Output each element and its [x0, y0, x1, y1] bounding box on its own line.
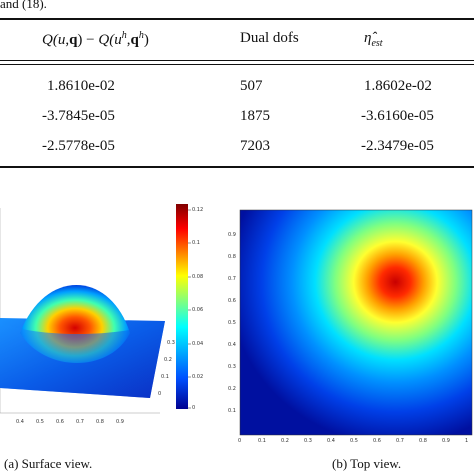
colorbar-tick: 0.12: [192, 207, 204, 213]
table-cell: -2.5778e-05: [42, 138, 115, 154]
top-view-plot: [239, 209, 473, 436]
colorbar: [176, 204, 188, 409]
table-cell: 1875: [240, 108, 270, 124]
heatmap-field: [240, 210, 472, 435]
top-x-tick: 0.8: [419, 438, 427, 444]
table-cell: -2.3479e-05: [361, 138, 434, 154]
table-cell: 1.8610e-02: [47, 78, 115, 94]
col-header-dual-dofs: Dual dofs: [240, 30, 299, 46]
top-x-tick: 0.4: [327, 438, 335, 444]
top-y-tick: 0.4: [228, 342, 236, 348]
colorbar-tick: 0.06: [192, 307, 204, 313]
top-x-tick: 0.6: [373, 438, 381, 444]
top-y-tick: 0.5: [228, 320, 236, 326]
colorbar-tick: 0: [192, 405, 196, 411]
surface-x-tick: 0.9: [116, 419, 124, 425]
top-x-tick: 0.2: [281, 438, 289, 444]
top-y-tick: 0.7: [228, 276, 236, 282]
colorbar-tick: 0.08: [192, 274, 204, 280]
surface-axis-tick: 0.1: [161, 374, 169, 380]
top-x-tick: 1: [465, 438, 469, 444]
table-cell: -3.6160e-05: [361, 108, 434, 124]
col-header-estimator: η̂est: [364, 30, 383, 49]
table-cell: 507: [240, 78, 263, 94]
table-cell: 1.8602e-02: [364, 78, 432, 94]
surface-x-tick: 0.4: [16, 419, 24, 425]
colorbar-tick: 0.02: [192, 374, 204, 380]
top-x-tick: 0.3: [304, 438, 312, 444]
top-y-tick: 0.8: [228, 254, 236, 260]
surface-x-tick: 0.8: [96, 419, 104, 425]
surface-x-tick: 0.5: [36, 419, 44, 425]
surface-axis-tick: 0.3: [167, 340, 175, 346]
top-x-tick: 0.5: [350, 438, 358, 444]
table-header-rule-2: [0, 64, 474, 65]
surface-x-tick: 0.6: [56, 419, 64, 425]
top-y-tick: 0.3: [228, 364, 236, 370]
surface-axis-tick: 0: [158, 391, 162, 397]
top-y-tick: 0.9: [228, 232, 236, 238]
table-cell: 7203: [240, 138, 270, 154]
top-y-tick: 0.6: [228, 298, 236, 304]
top-y-tick: 0.1: [228, 408, 236, 414]
top-x-tick: 0.7: [396, 438, 404, 444]
top-x-tick: 0.1: [258, 438, 266, 444]
table-bottom-rule: [0, 166, 474, 168]
top-x-tick: 0: [238, 438, 242, 444]
table-header-rule-1: [0, 60, 474, 61]
header-fragment: and (18).: [0, 0, 47, 11]
caption-top-view: (b) Top view.: [332, 456, 402, 471]
colorbar-tick: 0.1: [192, 240, 200, 246]
table-top-rule: [0, 18, 474, 20]
colorbar-tick: 0.04: [192, 341, 204, 347]
caption-surface-view: (a) Surface view.: [4, 456, 93, 471]
top-y-tick: 0.2: [228, 386, 236, 392]
top-x-tick: 0.9: [442, 438, 450, 444]
surface-plot: [0, 204, 191, 414]
surface-x-tick: 0.7: [76, 419, 84, 425]
surface-axis-tick: 0.2: [164, 357, 172, 363]
table-cell: -3.7845e-05: [42, 108, 115, 124]
col-header-goal-error: Q(u,q) − Q(uh,qh): [42, 30, 149, 48]
